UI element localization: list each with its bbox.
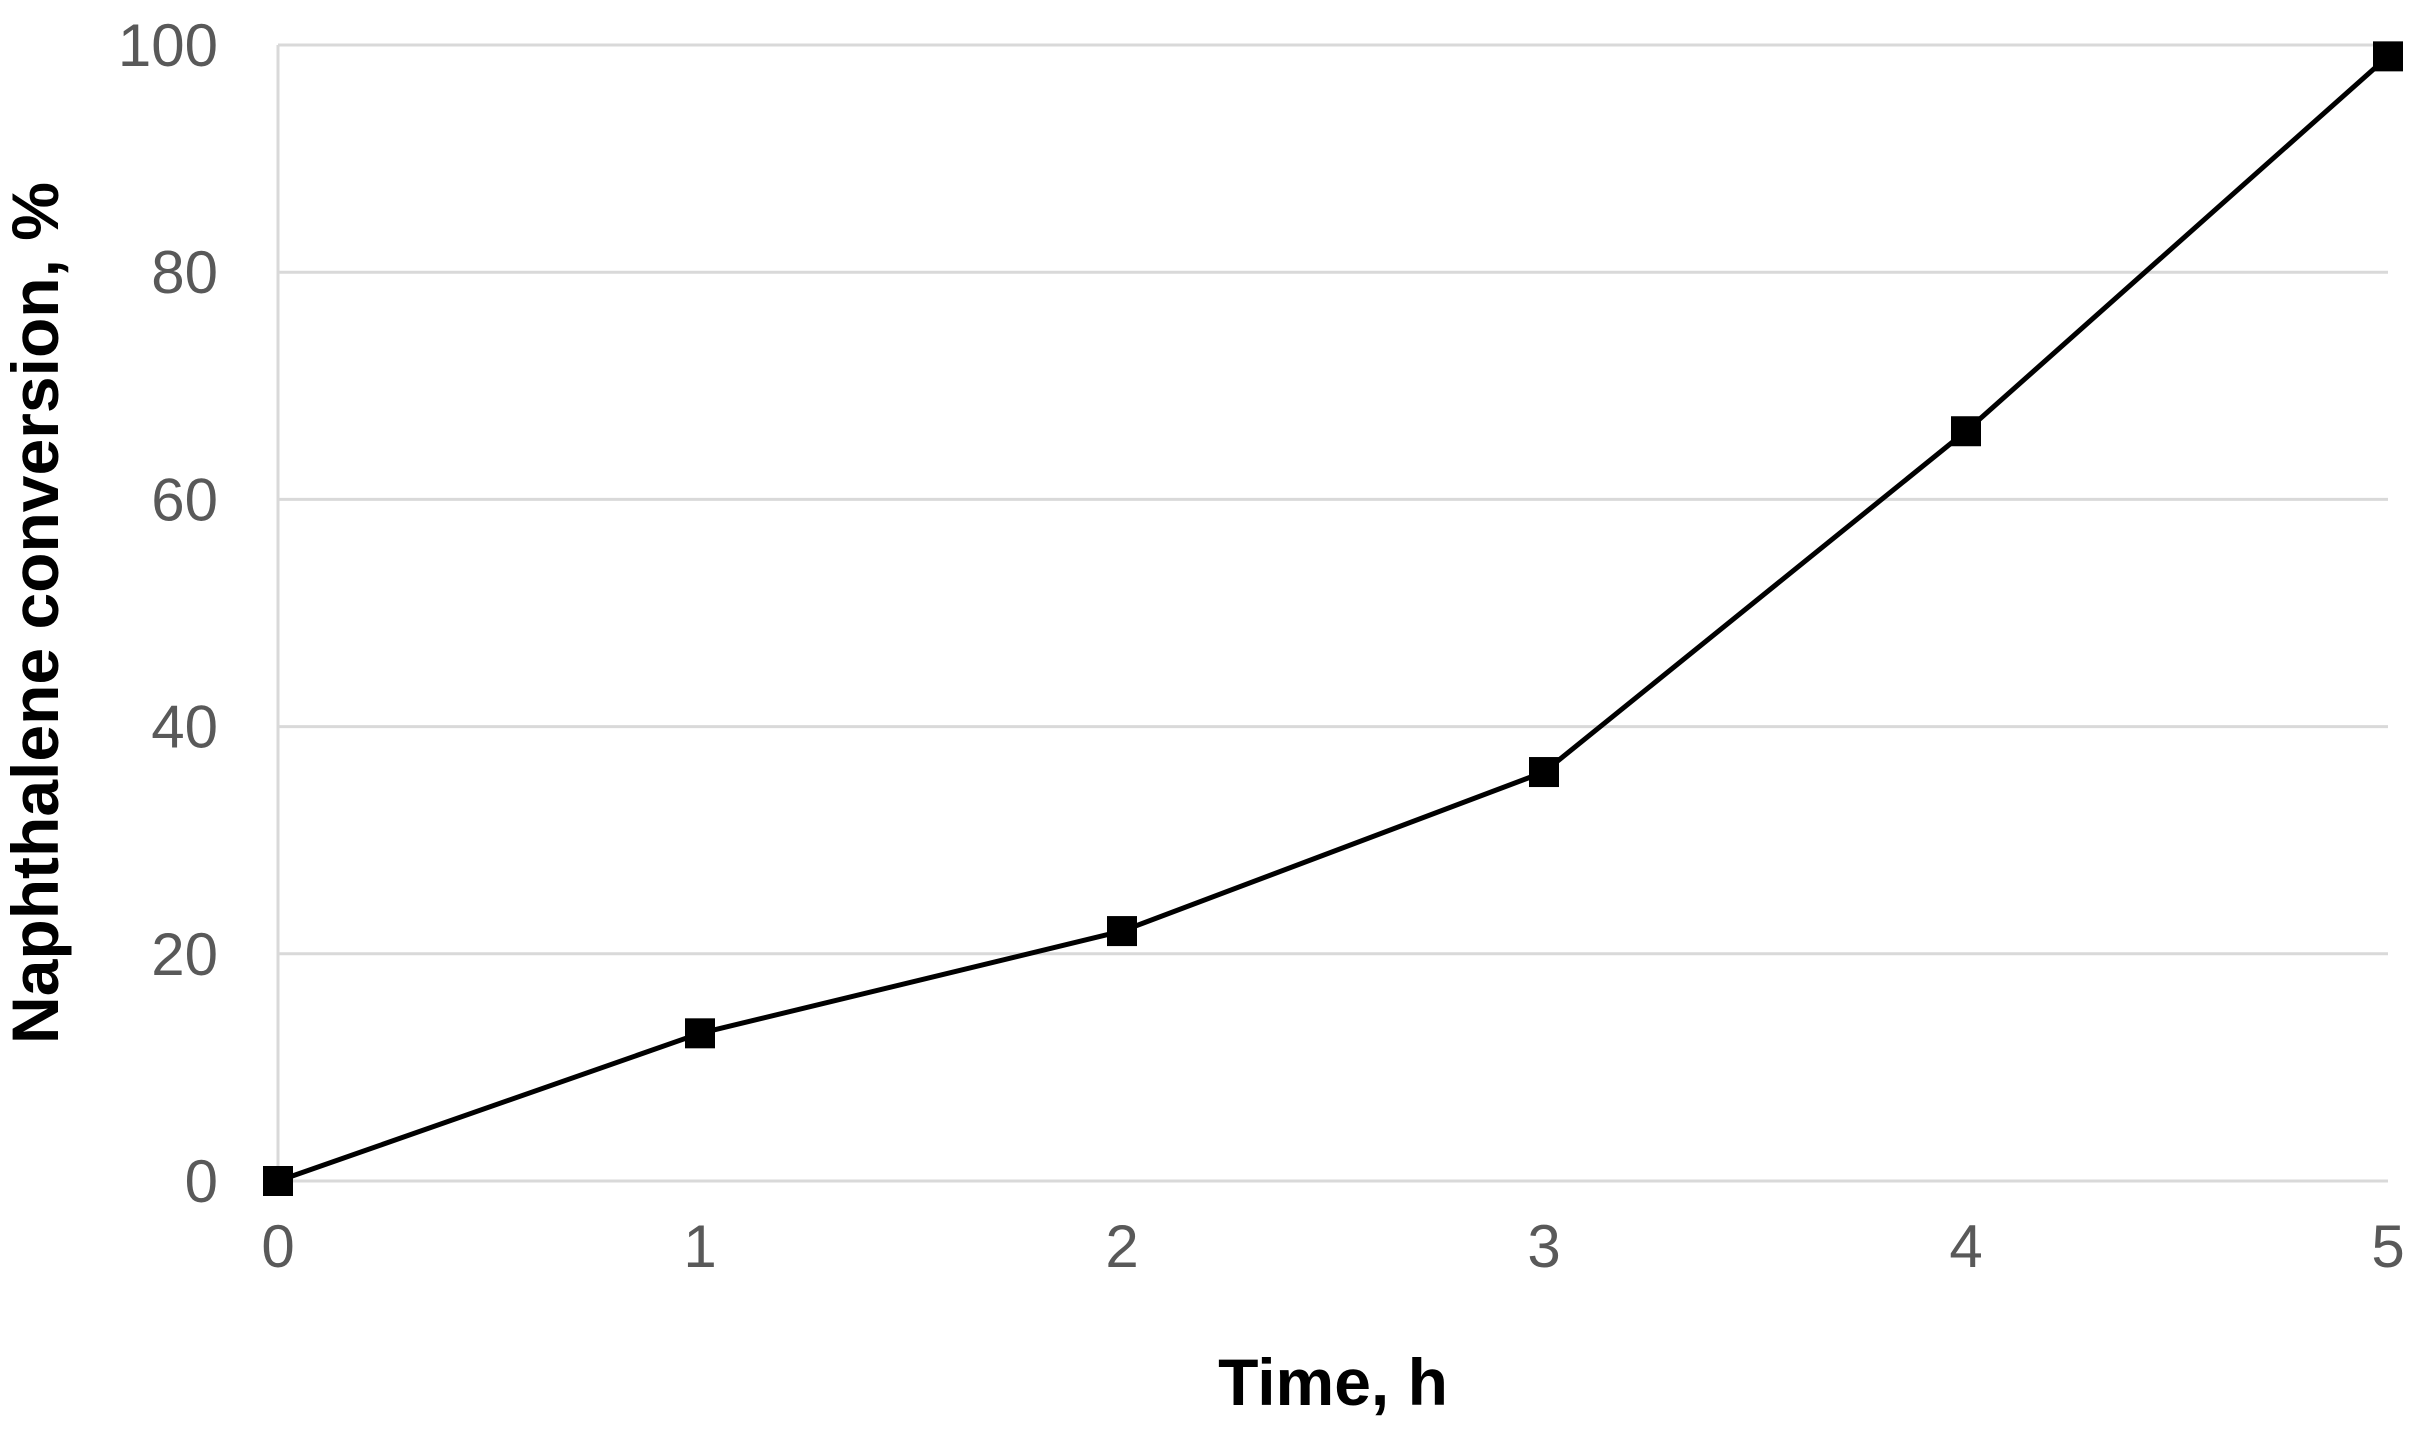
x-tick-label: 1 [683,1213,716,1280]
y-tick-label: 100 [118,12,218,79]
data-point-marker [1529,757,1559,788]
data-point-marker [1107,916,1137,947]
x-tick-label: 5 [2371,1213,2404,1280]
x-tick-label: 4 [1949,1213,1982,1280]
x-tick-label: 0 [261,1213,294,1280]
x-axis-title: Time, h [1218,1345,1448,1419]
y-tick-labels: 0 20 40 60 80 100 [118,12,218,1215]
data-point-marker [685,1018,715,1049]
series [263,41,2403,1196]
y-tick-label: 60 [151,466,218,533]
y-tick-label: 80 [151,239,218,306]
data-point-marker [2373,41,2403,72]
series-line [277,54,2390,1184]
axes [276,45,2388,1183]
x-tick-label: 2 [1105,1213,1138,1280]
gridlines [278,43,2388,956]
y-tick-label: 20 [151,921,218,988]
x-tick-labels: 0 1 2 3 4 5 [261,1213,2404,1280]
x-tick-label: 3 [1527,1213,1560,1280]
y-axis-title: Naphthalene conversion, % [0,182,72,1044]
y-tick-label: 40 [151,694,218,761]
y-tick-label: 0 [185,1148,218,1215]
data-point-marker [263,1166,293,1196]
data-point-marker [1951,416,1981,447]
